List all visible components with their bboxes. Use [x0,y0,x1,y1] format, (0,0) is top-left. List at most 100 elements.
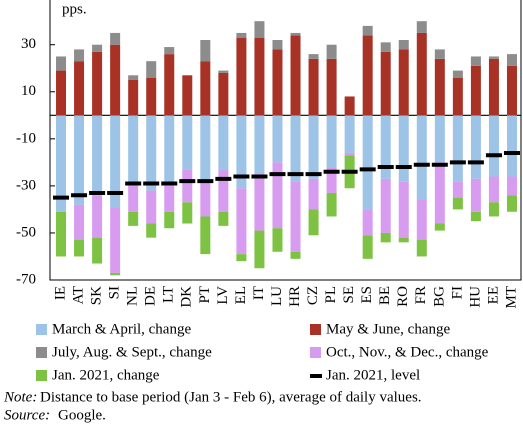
bar-segment [488,202,499,217]
bar-segment [200,216,211,255]
bar-segment [182,202,193,224]
bar-segment [56,211,67,257]
chart-subtitle: pps. [62,1,87,17]
bar-segment [92,195,103,238]
bar-segment [362,25,373,36]
x-tick-label: BE [377,286,393,305]
x-tick-label: NL [125,286,141,306]
legend-label: May & June, change [326,321,450,337]
bar-segment [272,40,283,50]
x-tick-label: LU [269,286,285,306]
x-tick-label: PL [323,286,339,304]
x-tick-label: FR [413,286,429,304]
legend-label: Jan. 2021, level [326,367,420,383]
x-tick-label: BG [431,286,447,307]
bar-segment [308,178,319,210]
bar-segment [290,251,301,259]
bar-segment [488,58,499,116]
x-tick-label: EL [233,286,249,304]
bar-segment [362,209,373,236]
bar-segment [236,32,247,38]
x-tick-label: CZ [305,286,321,305]
bar-segment [506,176,517,196]
note-label: Note: [3,389,37,405]
legend-swatch [36,370,47,381]
bar-segment [272,49,283,116]
bar-segment [416,240,427,257]
bar-segment [362,35,373,116]
bar-segment [308,58,319,116]
bar-segment [218,70,229,73]
bar-segment [164,185,175,212]
x-tick-label: SI [107,286,123,299]
bar-segment [290,181,301,252]
legend-swatch [36,324,47,335]
bar-segment [218,115,229,170]
bar-segment [218,211,229,226]
bar-segment [92,115,103,196]
bar-segment [56,70,67,116]
bar-segment [182,169,193,203]
bar-segment [128,80,139,116]
x-tick-label: HR [287,286,303,307]
bar-segment [434,115,445,163]
bar-segment [506,65,517,116]
bar-segment [164,54,175,116]
legend-label: Oct., Nov., & Dec., change [326,344,489,360]
bar-segment [452,181,463,198]
bar-segment [506,54,517,66]
y-tick-label: 10 [21,83,36,99]
bar-segment [128,115,139,186]
bar-segment [92,44,103,52]
bar-segment [254,37,265,116]
y-tick-label: 30 [21,36,36,52]
bar-segment [110,32,121,45]
x-tick-label: HU [467,286,483,308]
bar-segment [326,44,337,59]
bar-segment [308,209,319,236]
bar-segment [254,174,265,231]
note: Distance to base period (Jan 3 - Feb 6),… [40,389,422,405]
legend-label: Jan. 2021, change [52,367,160,383]
bar-segment [488,115,499,177]
bar-segment [146,223,157,238]
x-tick-label: IE [52,286,68,300]
y-tick-label: -50 [16,224,36,240]
bar-segment [164,211,175,229]
bar-segment [452,70,463,78]
bar-segment [452,115,463,182]
legend-swatch [36,347,47,358]
bar-segment [470,115,481,179]
bar-segment [218,72,229,116]
x-tick-label: MT [503,286,519,309]
bar-segment [470,65,481,116]
bar-segment [362,235,373,259]
bar-segment [56,115,67,212]
bar-segment [398,115,409,182]
legend-swatch [310,324,321,335]
bar-segment [416,21,427,33]
bar-segment [434,223,445,231]
x-tick-label: IT [251,286,267,300]
bar-segment [110,272,121,276]
bar-segment [74,49,85,62]
bar-segment [164,47,175,55]
bar-segment [362,115,373,210]
bar-segment [380,232,391,243]
bar-segment [470,56,481,66]
bar-segment [308,115,319,179]
bar-segment [236,254,247,262]
bar-segment [452,197,463,210]
bar-segment [218,169,229,212]
bar-segment [416,200,427,240]
bar-segment [254,21,265,38]
bar-segment [398,49,409,116]
bar-segment [326,192,337,217]
legend-label: July, Aug. & Sept., change [52,344,212,360]
bar-segment [128,185,139,212]
bar-segment [182,115,193,170]
bar-segment [326,167,337,193]
bar-segment [74,61,85,116]
bar-segment [398,40,409,50]
